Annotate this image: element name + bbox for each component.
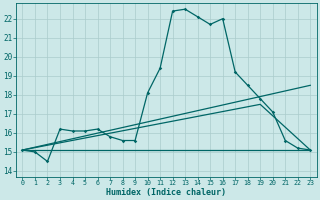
X-axis label: Humidex (Indice chaleur): Humidex (Indice chaleur) [106, 188, 226, 197]
